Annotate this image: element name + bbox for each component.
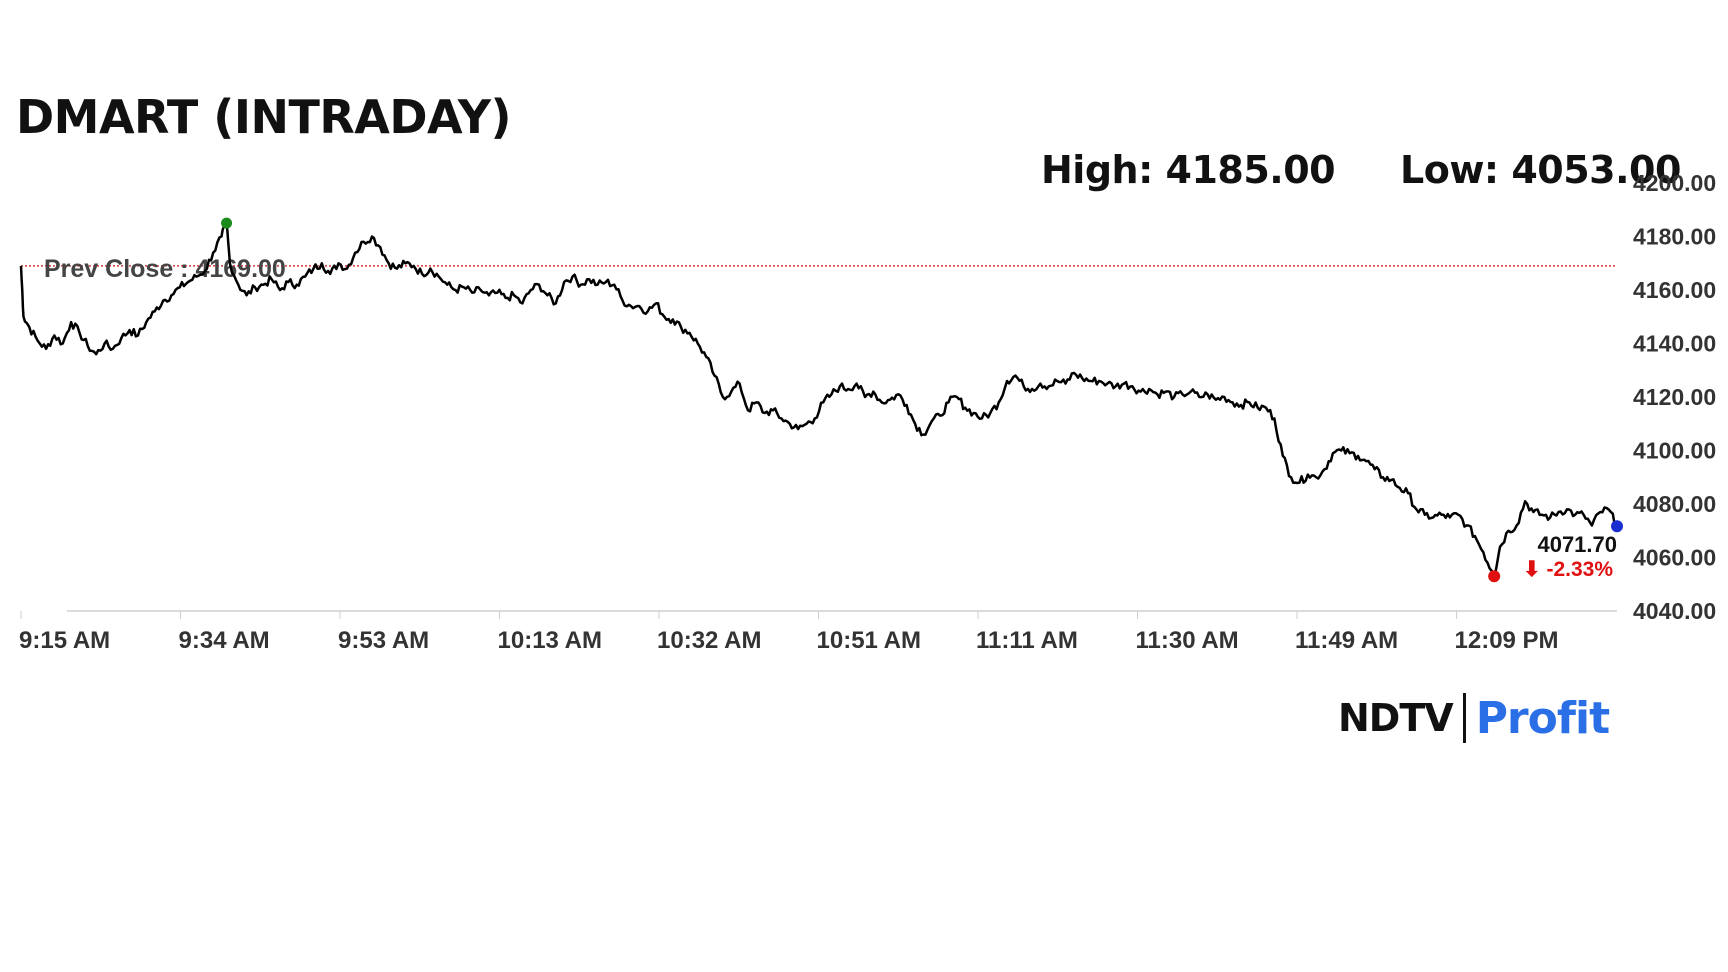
- price-line: [19, 221, 1617, 580]
- logo-profit-text: Profit: [1475, 692, 1610, 744]
- y-tick-label: 4120.00: [1633, 384, 1716, 410]
- low-marker: [1488, 570, 1501, 583]
- y-tick-label: 4180.00: [1633, 224, 1716, 250]
- prev-close-label: Prev Close : 4169.00: [44, 255, 286, 283]
- x-tick-label: 11:49 AM: [1295, 627, 1398, 654]
- logo-ndtv-text: NDTV: [1338, 696, 1454, 740]
- y-tick-label: 4160.00: [1633, 277, 1716, 303]
- x-tick-label: 9:15 AM: [19, 627, 110, 654]
- y-tick-label: 4200.00: [1633, 170, 1716, 196]
- y-tick-label: 4040.00: [1633, 598, 1716, 624]
- logo-divider: [1462, 693, 1466, 743]
- last-price-marker: [1611, 520, 1623, 533]
- x-tick-label: 9:34 AM: [179, 627, 270, 654]
- day-high-label: High: 4185.00: [1041, 148, 1336, 192]
- x-tick-label: 11:11 AM: [976, 627, 1078, 654]
- change-percent-label: ⬇ -2.33%: [1523, 558, 1613, 581]
- high-marker: [221, 217, 233, 229]
- y-tick-label: 4140.00: [1633, 331, 1716, 357]
- x-tick-label: 10:13 AM: [498, 627, 602, 654]
- last-price-label: 4071.70: [1537, 532, 1617, 557]
- ndtv-profit-logo: NDTV Profit: [1338, 690, 1610, 746]
- x-tick-label: 10:51 AM: [817, 627, 921, 654]
- y-axis-ticks: 4200.00 4180.00 4160.00 4140.00 4120.00 4100.…: [1633, 170, 1716, 624]
- y-tick-label: 4060.00: [1633, 545, 1716, 571]
- chart-title: DMART (INTRADAY): [16, 90, 512, 144]
- x-tick-label: 12:09 PM: [1455, 627, 1559, 654]
- x-tick-label: 9:53 AM: [338, 627, 429, 654]
- y-tick-label: 4100.00: [1633, 438, 1716, 464]
- x-tick-label: 11:30 AM: [1136, 627, 1239, 654]
- y-tick-label: 4080.00: [1633, 491, 1716, 517]
- day-low-label: Low: 4053.00: [1400, 148, 1681, 192]
- x-axis-ticks: 9:15 AM 9:34 AM 9:53 AM 10:13 AM 10:32 AM 10:…: [19, 611, 1559, 654]
- x-tick-label: 10:32 AM: [657, 627, 761, 654]
